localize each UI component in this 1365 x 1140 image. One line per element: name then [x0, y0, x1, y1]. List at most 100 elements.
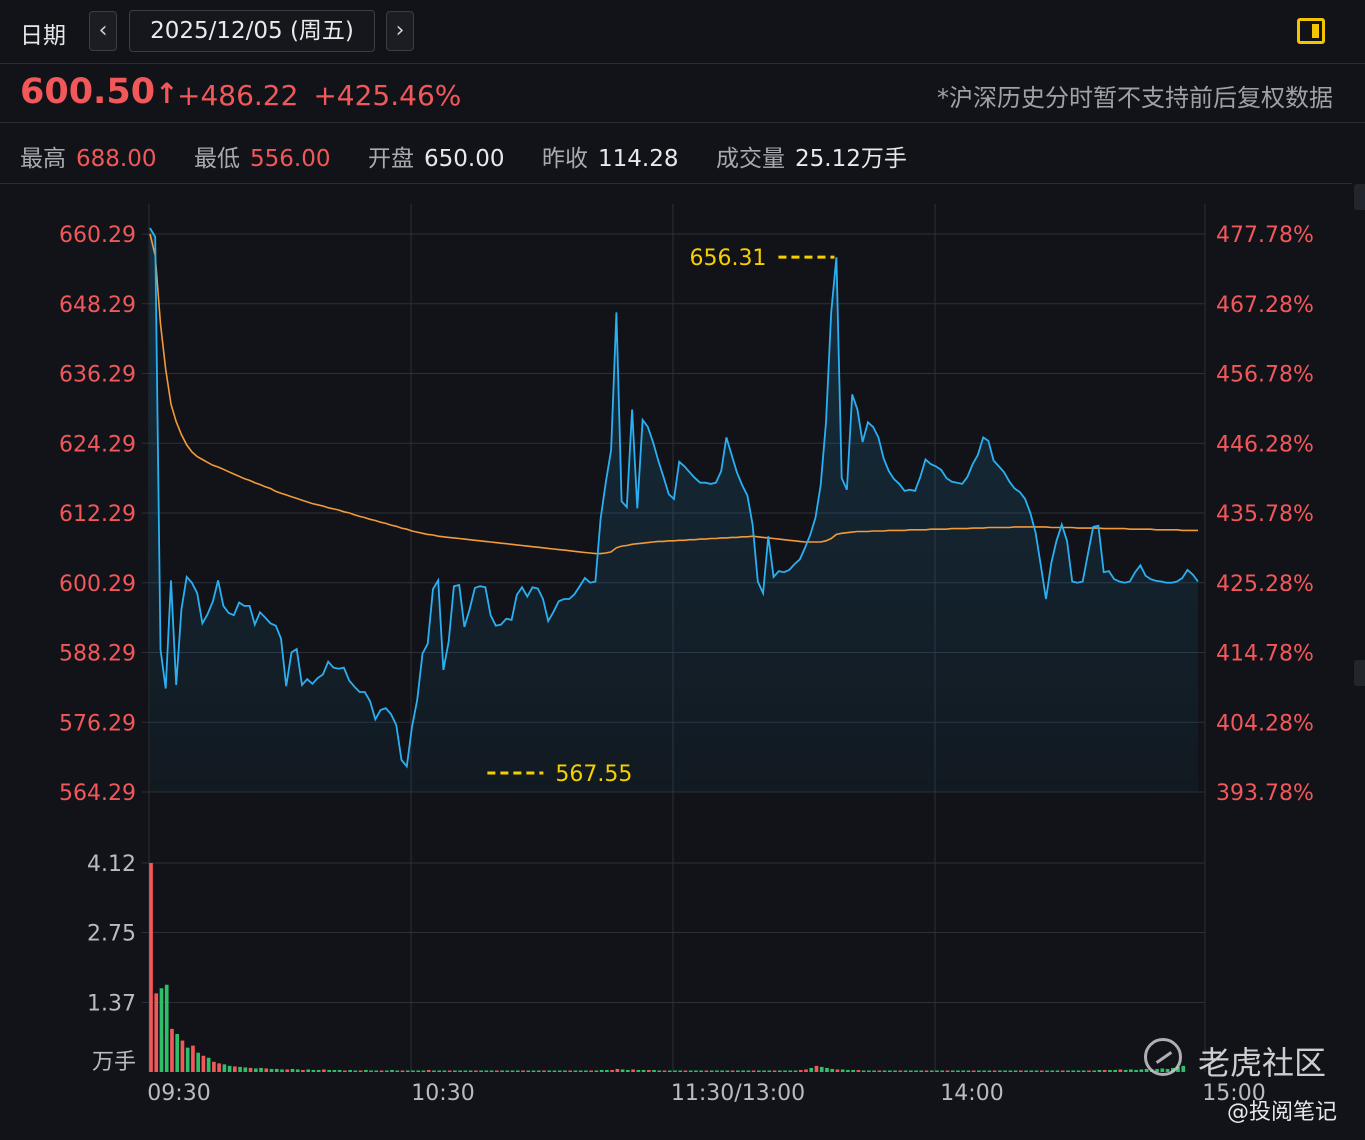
- volume-bar: [521, 1070, 525, 1072]
- volume-bar: [772, 1070, 777, 1072]
- volume-bar: [819, 1066, 824, 1072]
- volume-bar: [688, 1070, 693, 1072]
- volume-bar: [694, 1070, 698, 1072]
- stat-prev-close: 昨收 114.28: [542, 139, 678, 173]
- volume-bar: [641, 1069, 646, 1072]
- annotation-label: 656.31: [689, 246, 766, 271]
- pct-tick-label: 404.28%: [1216, 711, 1314, 736]
- volume-bar: [274, 1068, 279, 1072]
- stat-label: 最低: [194, 146, 240, 172]
- stat-value: 25.12万手: [795, 146, 907, 172]
- volume-bar: [793, 1070, 798, 1072]
- volume-bar: [416, 1070, 421, 1072]
- volume-bar: [1076, 1070, 1081, 1072]
- volume-bar: [589, 1070, 593, 1072]
- volume-bar: [1055, 1070, 1060, 1072]
- volume-bar: [332, 1069, 337, 1072]
- volume-bar: [405, 1070, 410, 1072]
- volume-bar: [898, 1070, 903, 1072]
- volume-bar: [447, 1070, 452, 1072]
- adjustment-notice: *沪深历史分时暂不支持前后复权数据: [937, 84, 1333, 112]
- volume-bar: [175, 1033, 180, 1072]
- volume-bar: [1139, 1069, 1144, 1072]
- volume-bar: [929, 1070, 934, 1072]
- volume-bar: [1113, 1069, 1117, 1072]
- prev-day-button[interactable]: ‹: [89, 11, 117, 51]
- price-tick-label: 576.29: [59, 711, 136, 736]
- volume-bar: [804, 1069, 808, 1072]
- volume-bar: [956, 1070, 960, 1072]
- volume-bar: [442, 1070, 447, 1072]
- chevron-left-icon: ‹: [98, 18, 108, 43]
- time-tick-label: 10:30: [411, 1081, 474, 1106]
- volume-bar: [1097, 1069, 1102, 1072]
- volume-bar: [1060, 1070, 1065, 1072]
- volume-bar: [940, 1070, 945, 1072]
- volume-bar: [573, 1070, 578, 1072]
- volume-bar: [484, 1070, 489, 1072]
- volume-bar: [982, 1070, 986, 1072]
- side-scroll-tab[interactable]: [1354, 660, 1365, 686]
- pct-tick-label: 393.78%: [1216, 781, 1314, 806]
- volume-bar: [1102, 1069, 1107, 1072]
- price-area: [150, 228, 1198, 793]
- volume-bar: [1029, 1070, 1034, 1072]
- volume-bar: [798, 1069, 803, 1072]
- volume-bar: [1045, 1070, 1049, 1072]
- volume-tick-label: 2.75: [87, 921, 136, 946]
- date-label: 日期: [20, 23, 66, 49]
- price-tick-label: 624.29: [59, 432, 136, 457]
- date-picker[interactable]: 2025/12/05 (周五): [129, 10, 375, 52]
- volume-bar: [185, 1047, 190, 1072]
- last-price-value: 600.50: [20, 72, 156, 112]
- volume-bar: [846, 1069, 850, 1072]
- volume-bar: [667, 1070, 672, 1072]
- change-percent: +425.46%: [313, 79, 462, 112]
- volume-bar: [227, 1065, 232, 1072]
- stat-high: 最高 688.00: [20, 139, 156, 173]
- volume-bar: [212, 1061, 216, 1072]
- quote-bar: 600.50↑ +486.22 +425.46% *沪深历史分时暂不支持前后复权…: [0, 64, 1365, 123]
- volume-bar: [856, 1069, 861, 1072]
- volume-bar: [264, 1068, 269, 1072]
- volume-bar: [563, 1070, 567, 1072]
- volume-bar: [678, 1070, 683, 1072]
- volume-bar: [945, 1070, 950, 1072]
- volume-bar: [390, 1069, 394, 1072]
- volume-bar: [311, 1069, 316, 1072]
- volume-bar: [673, 1070, 677, 1072]
- annotation-label: 567.55: [555, 762, 632, 787]
- volume-bar: [998, 1070, 1002, 1072]
- volume-bar: [364, 1069, 368, 1072]
- volume-bar: [992, 1070, 997, 1072]
- next-day-button[interactable]: ›: [386, 11, 414, 51]
- volume-bar: [872, 1070, 876, 1072]
- volume-bar: [584, 1070, 588, 1072]
- panel-toggle-icon[interactable]: [1297, 18, 1325, 44]
- price-annotations: 656.31 567.55: [487, 246, 835, 787]
- volume-bar: [238, 1066, 242, 1072]
- volume-bar: [578, 1070, 583, 1072]
- volume-bar: [1129, 1069, 1133, 1072]
- axis-labels: 660.29 648.29 636.29 624.29 612.29 600.29 588.…: [59, 223, 1314, 1106]
- volume-bar: [421, 1070, 426, 1072]
- volume-bar: [851, 1069, 855, 1072]
- stat-label: 最高: [20, 146, 66, 172]
- volume-bar: [343, 1070, 347, 1072]
- volume-bar: [495, 1070, 499, 1072]
- volume-bar: [699, 1070, 704, 1072]
- volume-bar: [269, 1068, 274, 1072]
- volume-bar: [1024, 1070, 1028, 1072]
- volume-bar: [259, 1067, 263, 1072]
- volume-bar: [301, 1069, 305, 1072]
- side-scroll-tab[interactable]: [1354, 184, 1365, 210]
- pct-tick-label: 467.28%: [1216, 293, 1314, 318]
- volume-bar: [426, 1069, 431, 1072]
- volume-bar: [489, 1070, 494, 1072]
- volume-bar: [395, 1070, 400, 1072]
- pct-tick-label: 456.78%: [1216, 363, 1314, 388]
- volume-bar: [919, 1070, 924, 1072]
- volume-bar: [730, 1070, 735, 1072]
- volume-bar: [1176, 1066, 1180, 1072]
- volume-bar: [526, 1070, 531, 1072]
